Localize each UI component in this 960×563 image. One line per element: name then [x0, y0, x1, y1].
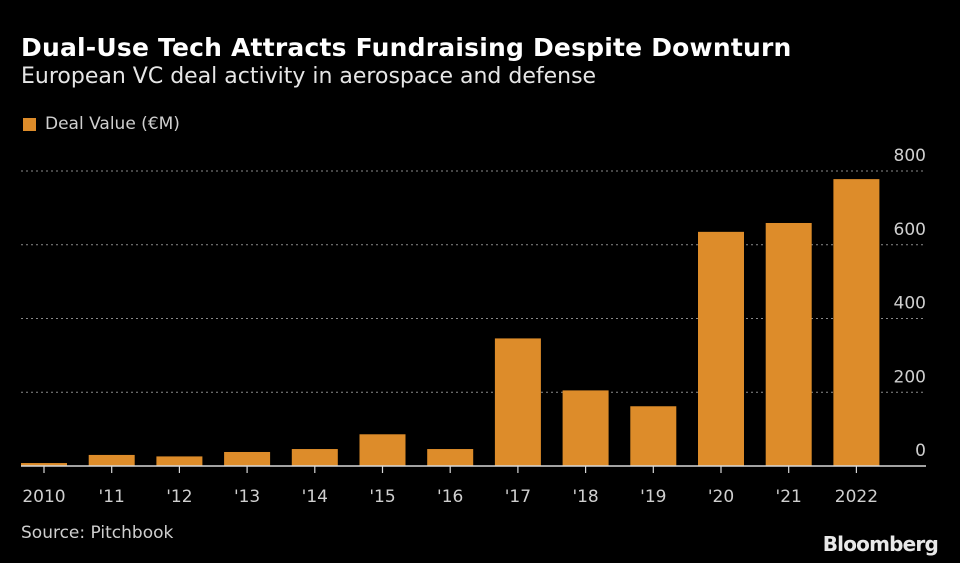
x-axis — [21, 465, 926, 473]
y-tick-label: 600 — [894, 220, 926, 240]
bar — [291, 449, 338, 466]
x-tick-label: '19 — [640, 487, 666, 507]
bar — [88, 454, 135, 466]
gridlines — [21, 170, 926, 393]
y-tick-label: 200 — [894, 367, 926, 387]
x-tick-label: '13 — [234, 487, 260, 507]
bloomberg-logo: Bloomberg — [822, 532, 939, 556]
bar — [359, 434, 406, 466]
x-tick-label: '20 — [708, 487, 734, 507]
bar — [427, 449, 474, 466]
bar — [765, 222, 812, 466]
x-tick-label: '11 — [99, 487, 125, 507]
bar — [494, 338, 541, 466]
bar — [630, 406, 677, 466]
chart-title: Dual-Use Tech Attracts Fundraising Despi… — [21, 33, 792, 62]
x-tick-label: '14 — [302, 487, 328, 507]
source-note: Source: Pitchbook — [21, 523, 174, 543]
x-tick-label: '18 — [572, 487, 598, 507]
x-tick-label: '12 — [166, 487, 192, 507]
y-tick-label: 400 — [894, 294, 926, 314]
bar — [562, 390, 609, 466]
x-tick-label: 2022 — [835, 487, 878, 507]
bar — [224, 451, 271, 466]
y-tick-label: 800 — [894, 146, 926, 166]
y-tick-label: 0 — [915, 441, 926, 461]
bars — [21, 179, 880, 467]
x-tick-labels: 2010 '11 '12 '13 '14 '15 '16 '17 '18 '19 '20 '21 202… — [22, 487, 878, 507]
bar — [698, 231, 744, 466]
bar — [21, 463, 67, 466]
x-tick-label: '15 — [369, 487, 395, 507]
legend-swatch — [23, 117, 36, 131]
legend-label: Deal Value (€M) — [45, 114, 180, 134]
bar — [156, 456, 203, 466]
x-tick-label: '17 — [505, 487, 531, 507]
chart-subtitle: European VC deal activity in aerospace a… — [21, 64, 597, 89]
bar — [833, 179, 880, 467]
y-axis: 0 200 400 600 800 — [894, 146, 926, 461]
x-tick-label: '16 — [437, 487, 463, 507]
legend: Deal Value (€M) — [23, 114, 180, 134]
x-tick-label: 2010 — [22, 487, 65, 507]
x-tick-label: '21 — [776, 487, 802, 507]
